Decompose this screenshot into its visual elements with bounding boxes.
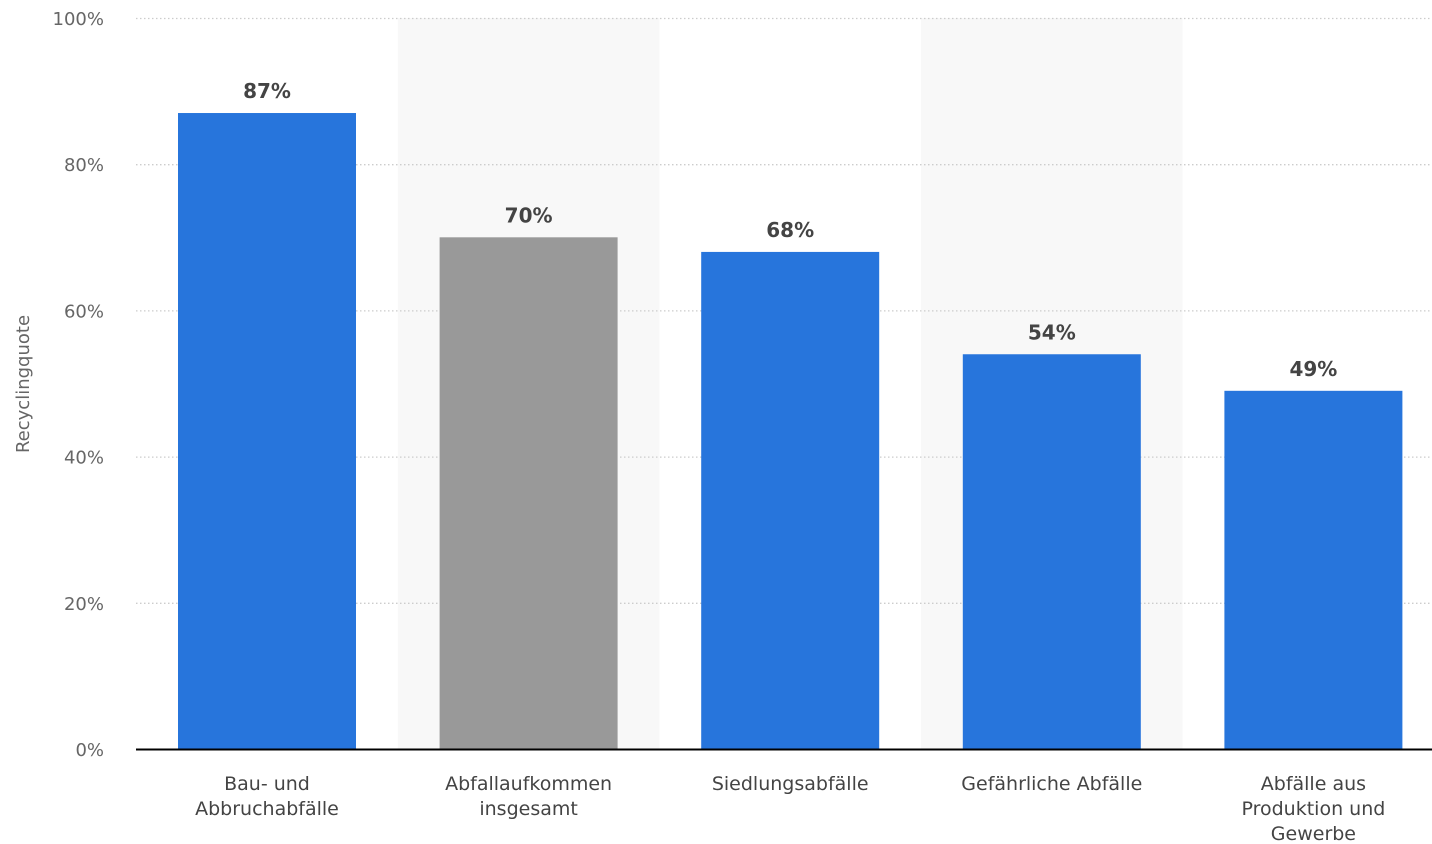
x-axis-labels: Bau- und Abbruchabfälle Abfallaufkommen ins… — [195, 773, 1385, 844]
y-axis-label: Recyclingquote — [13, 315, 34, 453]
x-tick-label-1: Abfallaufkommen insgesamt — [445, 773, 612, 820]
value-label-2: 68% — [766, 218, 814, 242]
bar-3 — [962, 354, 1141, 749]
value-labels: 87% 70% 68% 54% 49% — [243, 79, 1337, 381]
y-axis-ticks: 0% 20% 40% 60% 80% 100% — [53, 9, 104, 761]
x-tick-label-2: Siedlungsabfälle — [712, 773, 869, 795]
y-tick-label-100: 100% — [53, 9, 104, 30]
value-label-3: 54% — [1028, 320, 1076, 344]
bar-0 — [178, 113, 356, 749]
bar-4 — [1224, 390, 1403, 749]
bar-2 — [701, 251, 880, 750]
bars — [178, 113, 1403, 750]
x-tick-label-4: Abfälle aus Produktion und Gewerbe — [1241, 773, 1385, 844]
bar-1 — [439, 237, 618, 750]
value-label-0: 87% — [243, 79, 291, 103]
x-tick-label-0: Bau- und Abbruchabfälle — [195, 773, 339, 820]
y-tick-label-40: 40% — [64, 448, 104, 469]
y-tick-label-20: 20% — [64, 594, 104, 615]
y-tick-label-0: 0% — [75, 740, 104, 761]
value-label-1: 70% — [505, 203, 553, 227]
y-tick-label-60: 60% — [64, 301, 104, 322]
x-tick-label-3: Gefährliche Abfälle — [961, 773, 1142, 795]
y-tick-label-80: 80% — [64, 155, 104, 176]
value-label-4: 49% — [1289, 357, 1337, 381]
